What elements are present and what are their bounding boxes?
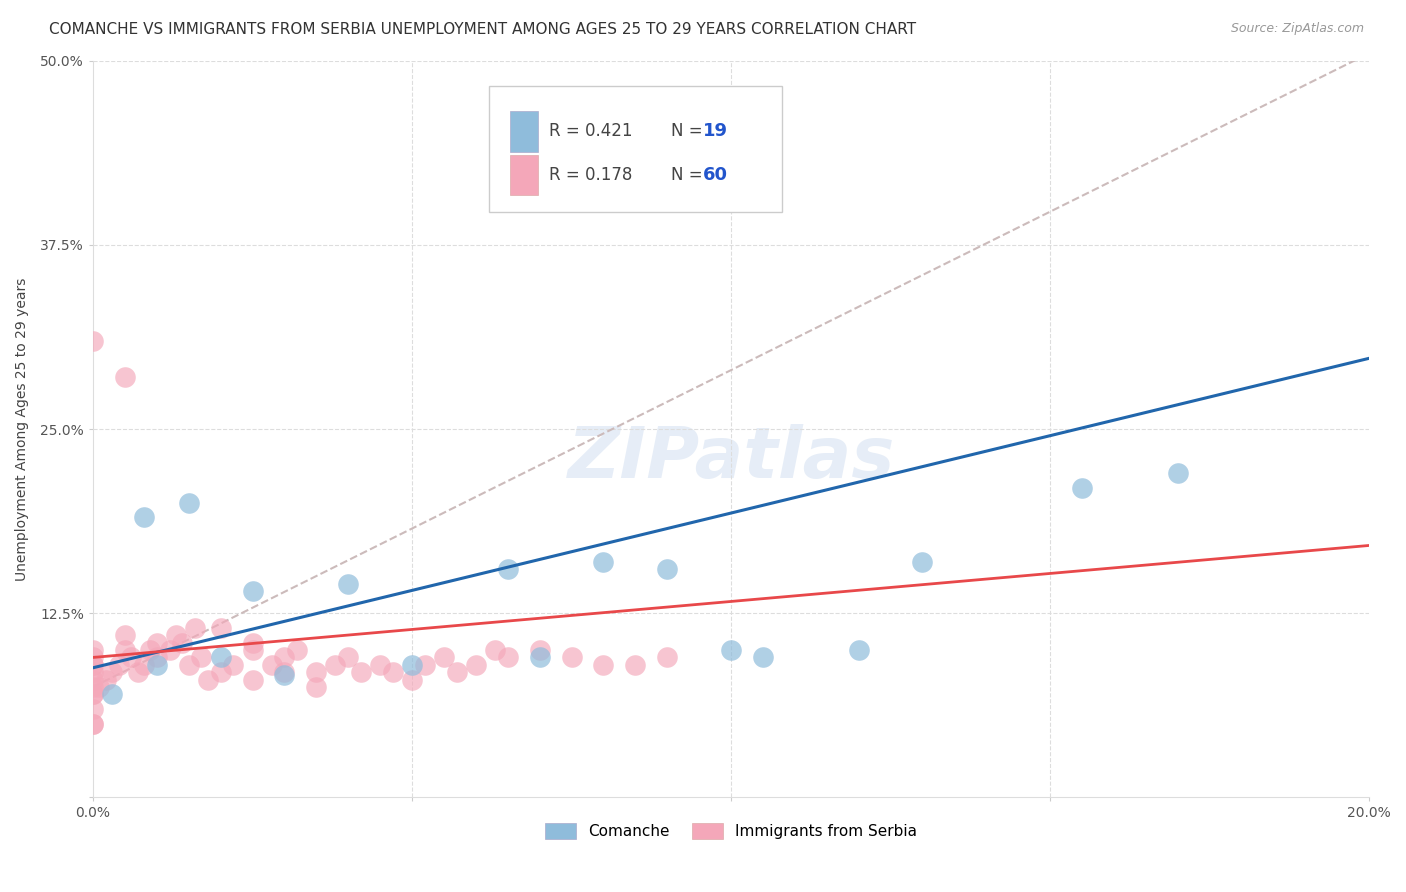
Point bbox=[82, 687, 104, 701]
Point bbox=[82, 657, 104, 672]
Point bbox=[496, 562, 519, 576]
Point bbox=[146, 657, 169, 672]
Point bbox=[146, 636, 169, 650]
Point bbox=[82, 680, 104, 694]
Point bbox=[222, 657, 245, 672]
Text: 19: 19 bbox=[703, 122, 728, 140]
Point bbox=[273, 650, 295, 665]
Point bbox=[209, 650, 232, 665]
Point bbox=[159, 643, 181, 657]
Point bbox=[165, 628, 187, 642]
Text: Source: ZipAtlas.com: Source: ZipAtlas.com bbox=[1230, 22, 1364, 36]
FancyBboxPatch shape bbox=[510, 112, 538, 152]
Text: N =: N = bbox=[671, 166, 709, 184]
Point bbox=[172, 636, 194, 650]
Point bbox=[848, 643, 870, 657]
Point bbox=[107, 657, 129, 672]
Point bbox=[325, 657, 347, 672]
Point bbox=[337, 576, 360, 591]
Point bbox=[401, 657, 423, 672]
Point bbox=[242, 643, 264, 657]
Point bbox=[484, 643, 506, 657]
Point bbox=[89, 680, 111, 694]
Point bbox=[529, 650, 551, 665]
Point bbox=[127, 665, 149, 680]
Point bbox=[120, 650, 142, 665]
Point bbox=[242, 584, 264, 599]
Point bbox=[433, 650, 456, 665]
Point bbox=[82, 657, 104, 672]
Point bbox=[82, 643, 104, 657]
Text: N =: N = bbox=[671, 122, 709, 140]
Text: R = 0.178: R = 0.178 bbox=[548, 166, 631, 184]
Point bbox=[720, 643, 742, 657]
Point bbox=[101, 665, 124, 680]
Legend: Comanche, Immigrants from Serbia: Comanche, Immigrants from Serbia bbox=[538, 817, 924, 845]
Point bbox=[177, 657, 200, 672]
Point bbox=[82, 687, 104, 701]
Point bbox=[285, 643, 308, 657]
FancyBboxPatch shape bbox=[510, 154, 538, 195]
Text: ZIPatlas: ZIPatlas bbox=[568, 424, 894, 493]
Point bbox=[273, 668, 295, 682]
Text: COMANCHE VS IMMIGRANTS FROM SERBIA UNEMPLOYMENT AMONG AGES 25 TO 29 YEARS CORREL: COMANCHE VS IMMIGRANTS FROM SERBIA UNEMP… bbox=[49, 22, 917, 37]
Point bbox=[911, 555, 934, 569]
Y-axis label: Unemployment Among Ages 25 to 29 years: Unemployment Among Ages 25 to 29 years bbox=[15, 277, 30, 581]
Point bbox=[401, 673, 423, 687]
Point bbox=[242, 636, 264, 650]
Point bbox=[132, 657, 155, 672]
Point bbox=[368, 657, 391, 672]
Point bbox=[446, 665, 468, 680]
Point bbox=[305, 680, 328, 694]
Point bbox=[592, 657, 614, 672]
Point bbox=[94, 673, 117, 687]
Point bbox=[82, 702, 104, 716]
Point bbox=[592, 555, 614, 569]
Point bbox=[260, 657, 283, 672]
Text: R = 0.421: R = 0.421 bbox=[548, 122, 633, 140]
Point bbox=[496, 650, 519, 665]
Point bbox=[305, 665, 328, 680]
Point bbox=[114, 643, 136, 657]
Point bbox=[82, 673, 104, 687]
Point bbox=[413, 657, 436, 672]
Point bbox=[657, 650, 679, 665]
Point bbox=[209, 665, 232, 680]
Point bbox=[139, 643, 162, 657]
Point bbox=[82, 716, 104, 731]
Point bbox=[561, 650, 583, 665]
Point bbox=[82, 334, 104, 348]
Point bbox=[114, 370, 136, 384]
Point bbox=[350, 665, 373, 680]
Point bbox=[101, 687, 124, 701]
Point bbox=[146, 650, 169, 665]
Point bbox=[82, 650, 104, 665]
Point bbox=[1071, 481, 1094, 495]
Point bbox=[273, 665, 295, 680]
Point bbox=[752, 650, 775, 665]
Point bbox=[1167, 467, 1189, 481]
Point bbox=[114, 628, 136, 642]
Point bbox=[242, 673, 264, 687]
Point bbox=[184, 621, 207, 635]
Point bbox=[464, 657, 486, 672]
Point bbox=[529, 643, 551, 657]
Point bbox=[82, 716, 104, 731]
Point bbox=[82, 665, 104, 680]
Point bbox=[197, 673, 219, 687]
Text: 60: 60 bbox=[703, 166, 728, 184]
Point bbox=[337, 650, 360, 665]
Point bbox=[190, 650, 212, 665]
Point bbox=[209, 621, 232, 635]
Point bbox=[657, 562, 679, 576]
Point bbox=[624, 657, 647, 672]
Point bbox=[132, 510, 155, 524]
Point bbox=[381, 665, 404, 680]
Point bbox=[177, 496, 200, 510]
FancyBboxPatch shape bbox=[489, 87, 782, 211]
